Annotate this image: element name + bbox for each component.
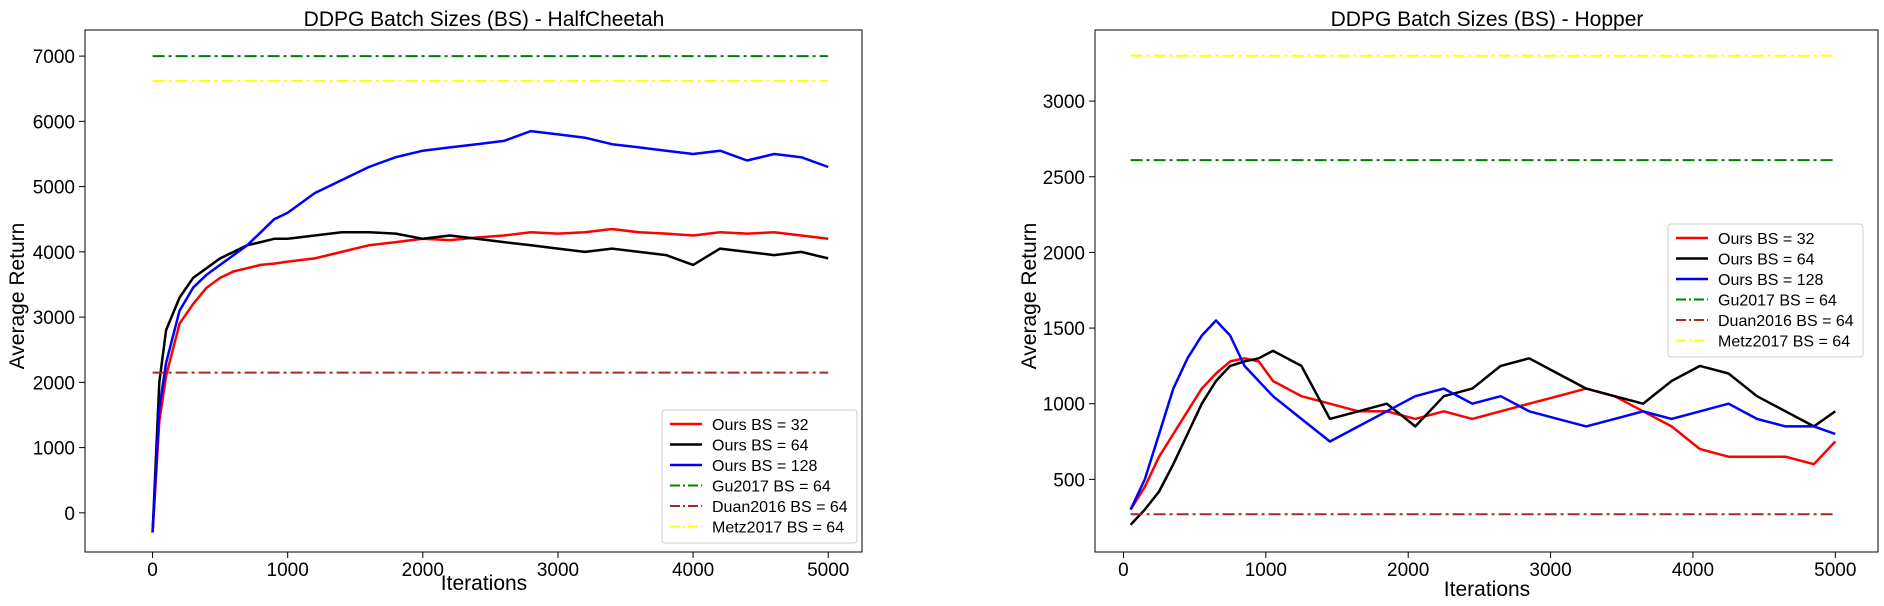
y-tick-label: 7000 (33, 47, 75, 68)
chart-hopper: DDPG Batch Sizes (BS) - Hopper Iteration… (1018, 8, 1879, 601)
series-line-ours-bs-64 (1129, 349, 1837, 526)
y-tick-label: 1000 (1043, 395, 1085, 416)
y-tick-label: 5000 (33, 178, 75, 199)
legend-label-ours-bs-64: Ours BS = 64 (712, 438, 809, 455)
legend-label-metz2017-bs-64: Metz2017 BS = 64 (1718, 334, 1850, 351)
y-axis-label: Average Return (6, 223, 29, 370)
y-tick-label: 3000 (1043, 92, 1085, 113)
legend-label-ours-bs-128: Ours BS = 128 (712, 458, 817, 475)
y-tick-label: 2000 (1043, 243, 1085, 264)
chart-halfcheetah: DDPG Batch Sizes (BS) - HalfCheetah Iter… (6, 8, 863, 595)
y-tick-label: 1500 (1043, 319, 1085, 340)
y-tick-label: 0 (64, 504, 75, 525)
x-tick-label: 0 (1118, 560, 1129, 581)
chart-title: DDPG Batch Sizes (BS) - Hopper (1331, 8, 1644, 31)
legend-label-duan2016-bs-64: Duan2016 BS = 64 (712, 499, 848, 516)
x-tick-label: 1000 (1245, 560, 1287, 581)
legend-label-gu2017-bs-64: Gu2017 BS = 64 (712, 479, 831, 496)
legend-box (1667, 223, 1864, 358)
x-tick-label: 1000 (267, 560, 309, 581)
x-axis: 0 1000 2000 3000 4000 5000 (1118, 552, 1856, 581)
x-tick-label: 3000 (537, 560, 579, 581)
x-tick-label: 0 (147, 560, 158, 581)
x-axis: 0 1000 2000 3000 4000 5000 (147, 552, 849, 581)
series-line-ours-bs-32 (1129, 357, 1837, 511)
y-tick-label: 500 (1053, 470, 1085, 491)
legend: Ours BS = 32 Ours BS = 64 Ours BS = 128 Gu2… (1667, 223, 1864, 358)
x-tick-label: 5000 (807, 560, 849, 581)
x-tick-label: 5000 (1814, 560, 1856, 581)
chart-title: DDPG Batch Sizes (BS) - HalfCheetah (304, 8, 665, 31)
legend-label-metz2017-bs-64: Metz2017 BS = 64 (712, 520, 844, 537)
y-tick-label: 4000 (33, 243, 75, 264)
series-line-ours-bs-64 (151, 231, 829, 533)
legend-label-ours-bs-32: Ours BS = 32 (1718, 231, 1815, 248)
x-tick-label: 4000 (1672, 560, 1714, 581)
plot-frame (84, 29, 863, 553)
x-tick-label: 2000 (402, 560, 444, 581)
legend-label-duan2016-bs-64: Duan2016 BS = 64 (1718, 313, 1854, 330)
series-line-ours-bs-128 (151, 129, 829, 533)
x-tick-label: 4000 (672, 560, 714, 581)
y-axis: 500 1000 1500 2000 2500 3000 (1043, 92, 1095, 491)
y-tick-label: 1000 (33, 439, 75, 460)
plot-area (1129, 54, 1837, 526)
y-axis: 0 1000 2000 3000 4000 5000 6000 7000 (33, 47, 85, 525)
series-line-ours-bs-128 (1129, 319, 1836, 511)
legend-label-ours-bs-64: Ours BS = 64 (1718, 252, 1815, 269)
legend-label-gu2017-bs-64: Gu2017 BS = 64 (1718, 293, 1837, 310)
y-axis-label: Average Return (1018, 223, 1041, 370)
plot-area (151, 55, 829, 533)
x-tick-label: 3000 (1529, 560, 1571, 581)
series-line-ours-bs-32 (151, 227, 829, 533)
x-axis-label: Iterations (441, 572, 527, 595)
legend-label-ours-bs-32: Ours BS = 32 (712, 417, 809, 434)
y-tick-label: 6000 (33, 112, 75, 133)
plot-frame (1094, 29, 1879, 553)
legend: Ours BS = 32 Ours BS = 64 Ours BS = 128 Gu2… (661, 409, 858, 544)
y-tick-label: 2500 (1043, 168, 1085, 189)
legend-box (661, 409, 858, 544)
legend-label-ours-bs-128: Ours BS = 128 (1718, 272, 1823, 289)
y-tick-label: 2000 (33, 373, 75, 394)
y-tick-label: 3000 (33, 308, 75, 329)
x-axis-label: Iterations (1444, 578, 1530, 601)
x-tick-label: 2000 (1387, 560, 1429, 581)
